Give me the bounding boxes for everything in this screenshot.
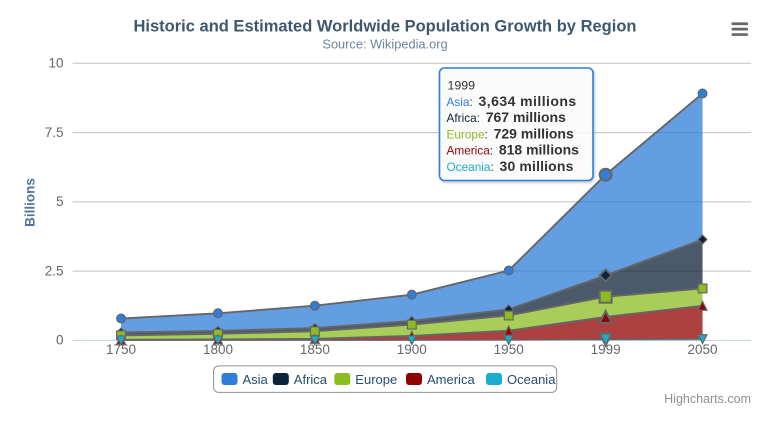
svg-text:1950: 1950 — [494, 342, 524, 357]
svg-text:Oceania: 30 millions: Oceania: 30 millions — [447, 158, 574, 174]
svg-text:Africa: 767 millions: Africa: 767 millions — [447, 109, 567, 125]
svg-text:5: 5 — [56, 194, 64, 209]
svg-text:1999: 1999 — [591, 342, 621, 357]
svg-text:Source: Wikipedia.org: Source: Wikipedia.org — [322, 37, 447, 52]
svg-text:1850: 1850 — [300, 342, 330, 357]
svg-text:2050: 2050 — [688, 342, 718, 357]
svg-text:0: 0 — [56, 333, 64, 348]
svg-text:1900: 1900 — [397, 342, 427, 357]
svg-text:1999: 1999 — [448, 79, 476, 93]
svg-text:1750: 1750 — [106, 342, 136, 357]
svg-text:Oceania: Oceania — [507, 372, 556, 387]
svg-text:10: 10 — [48, 56, 63, 71]
svg-text:1800: 1800 — [203, 342, 233, 357]
svg-text:Asia: Asia — [243, 372, 269, 387]
svg-text:Europe: Europe — [355, 372, 397, 387]
svg-text:America: 818 millions: America: 818 millions — [447, 142, 580, 158]
svg-text:Historic and Estimated Worldwi: Historic and Estimated Worldwide Populat… — [134, 18, 637, 36]
svg-text:Highcharts.com: Highcharts.com — [664, 392, 751, 406]
svg-text:America: America — [427, 372, 475, 387]
svg-text:7.5: 7.5 — [45, 125, 64, 140]
svg-text:Asia: 3,634 millions: Asia: 3,634 millions — [447, 93, 577, 109]
svg-text:Africa: Africa — [294, 372, 328, 387]
svg-text:Europe: 729 millions: Europe: 729 millions — [447, 125, 574, 141]
svg-text:2.5: 2.5 — [45, 263, 64, 278]
svg-text:Billions: Billions — [23, 178, 38, 227]
